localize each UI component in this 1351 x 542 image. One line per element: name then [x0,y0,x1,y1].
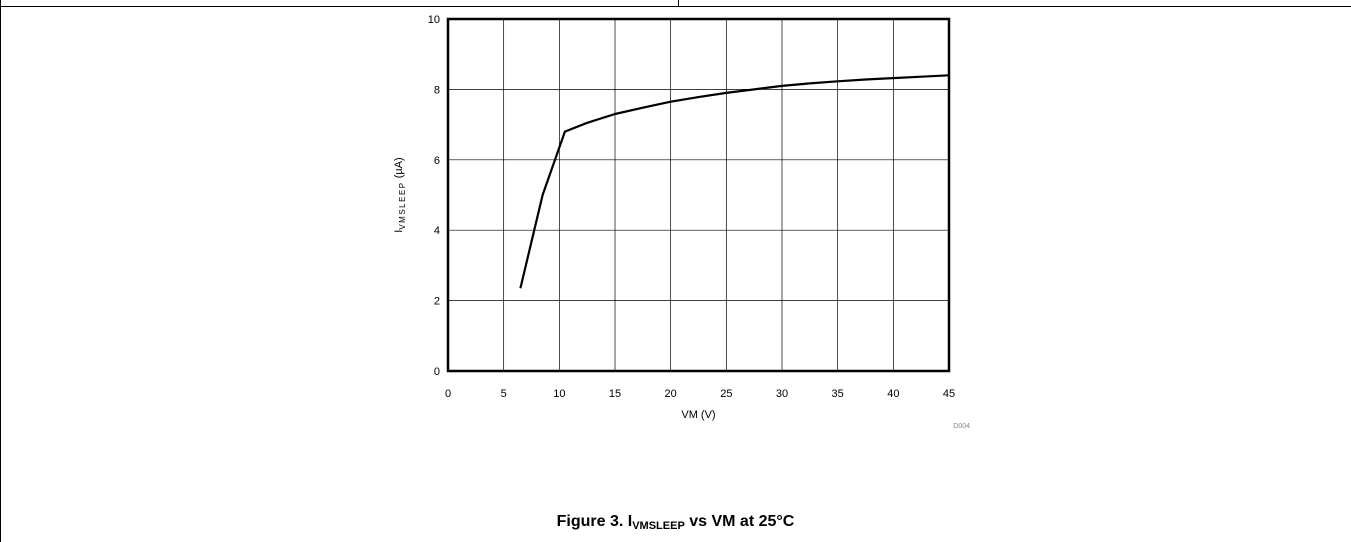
x-tick-label: 5 [501,388,507,400]
x-tick-label: 15 [609,388,621,400]
caption-suffix: vs VM at 25°C [684,513,795,530]
y-axis-label-unit: (µA) [393,157,405,181]
figure-code: D004 [953,423,970,430]
x-tick-label: 30 [776,388,788,400]
y-tick-label: 10 [428,14,440,26]
x-tick-label: 25 [720,388,732,400]
x-tick-label: 20 [665,388,677,400]
y-axis-label: IVMSLEEP (µA) [393,157,407,232]
x-tick-label: 10 [553,388,565,400]
y-tick-label: 6 [434,155,440,167]
series-line [519,74,950,289]
y-tick-label: 2 [434,296,440,308]
y-tick-label: 8 [434,84,440,96]
plot-border [446,17,951,373]
y-tick-label: 0 [434,366,440,378]
caption-subscript: VMSLEEP [632,520,685,532]
figure-caption: Figure 3. IVMSLEEP vs VM at 25°C [0,513,1351,532]
y-tick-label: 4 [434,225,440,237]
x-tick-label: 0 [445,388,451,400]
y-tick-labels: 0 2 4 6 8 10 [428,14,440,378]
x-tick-labels: 0 5 10 15 20 25 30 35 40 45 [445,388,955,400]
x-tick-label: 35 [832,388,844,400]
x-tick-label: 40 [887,388,899,400]
grid-lines [448,19,949,371]
x-tick-label: 45 [943,388,955,400]
caption-prefix: Figure 3. I [556,513,633,530]
x-axis-label: VM (V) [681,409,715,421]
y-axis-label-main: I [393,230,405,233]
y-axis-label-sub: VMSLEEP [398,181,407,229]
